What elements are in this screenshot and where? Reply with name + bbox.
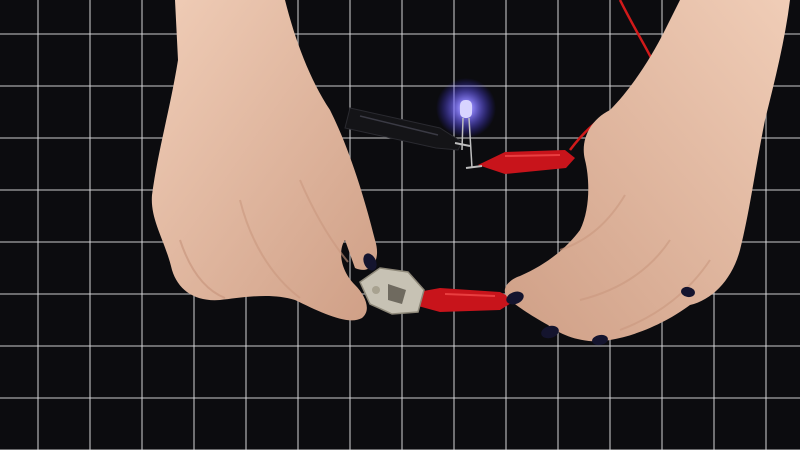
right-ring-nail bbox=[592, 334, 608, 346]
left-thumb-nail bbox=[363, 253, 377, 271]
led-icon bbox=[436, 78, 496, 169]
coin-cell-holder-icon bbox=[359, 267, 425, 315]
left-hand bbox=[151, 0, 378, 321]
red-alligator-clip-lower bbox=[418, 288, 516, 312]
right-pinky-nail bbox=[681, 286, 695, 298]
red-alligator-clip-upper bbox=[465, 150, 575, 174]
right-index-nail bbox=[506, 291, 524, 305]
right-hand bbox=[504, 0, 790, 346]
right-middle-nail bbox=[541, 325, 559, 339]
